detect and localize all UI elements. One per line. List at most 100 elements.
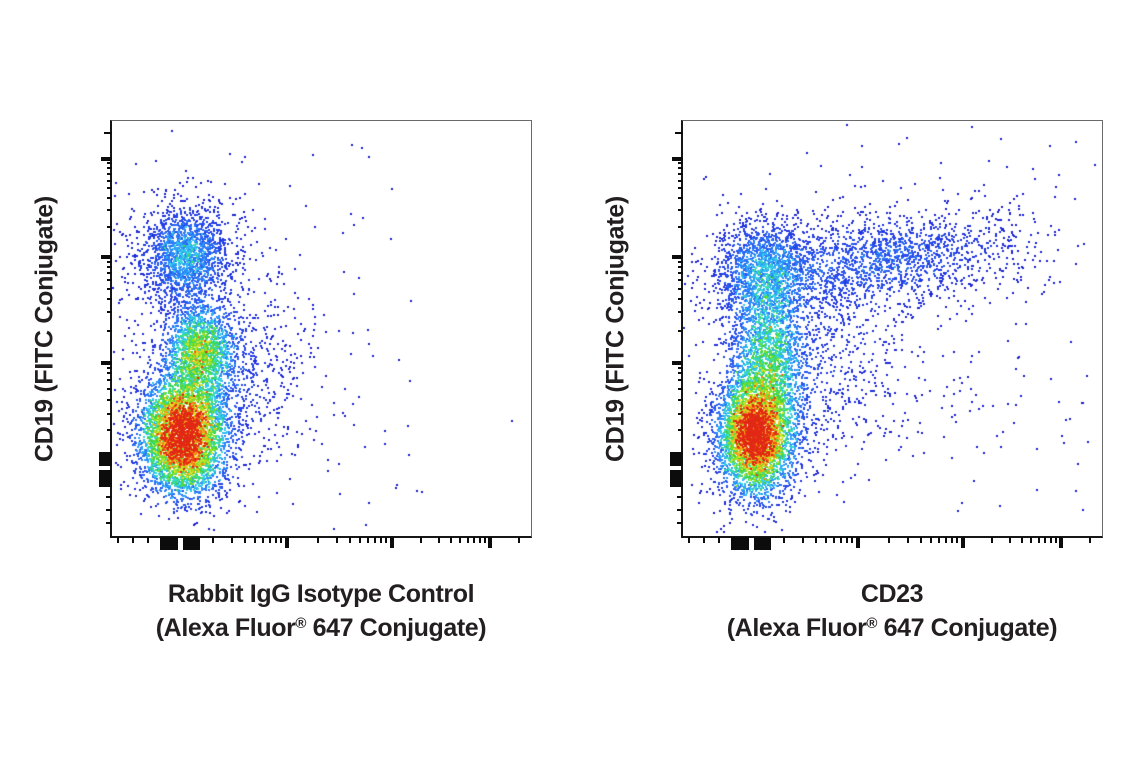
axis-tick <box>731 537 749 550</box>
axis-tick <box>677 413 683 415</box>
axis-tick <box>677 372 683 374</box>
axis-tick <box>677 508 683 512</box>
axis-tick <box>677 180 683 182</box>
axis-tick <box>1021 537 1023 543</box>
axis-tick <box>106 167 112 169</box>
axis-tick <box>677 187 683 189</box>
axis-tick <box>815 537 817 543</box>
axis-tick <box>677 379 683 381</box>
axis-tick <box>920 537 922 543</box>
axis-tick <box>336 537 338 543</box>
axis-tick <box>106 495 112 499</box>
axis-tick <box>106 197 112 199</box>
axis-tick <box>467 537 469 543</box>
axis-tick <box>677 162 683 164</box>
axis-tick <box>846 537 848 543</box>
axis-tick <box>840 537 842 543</box>
x-axis-ticks <box>110 537 532 553</box>
axis-tick <box>856 537 860 548</box>
axis-tick <box>677 272 683 274</box>
axis-tick <box>1050 537 1052 543</box>
axis-tick <box>99 452 112 466</box>
axis-tick <box>183 537 200 550</box>
y-axis-label: CD19 (FITC Conjugate) <box>601 196 630 462</box>
axis-tick <box>101 255 112 259</box>
axis-tick <box>670 470 683 487</box>
axis-tick <box>484 537 486 543</box>
x-axis-title-line1: Rabbit IgG Isotype Control <box>167 580 475 608</box>
axis-tick <box>275 537 277 543</box>
axis-tick <box>677 288 683 290</box>
axis-tick <box>104 131 112 135</box>
axis-tick <box>262 537 264 543</box>
x-axis-title: CD23 (Alexa Fluor® 647 Conjugate) <box>651 577 1133 649</box>
axis-tick <box>106 388 112 390</box>
axis-tick <box>672 255 683 259</box>
axis-tick <box>833 537 835 543</box>
axis-tick <box>106 379 112 381</box>
axis-tick <box>390 537 394 548</box>
axis-tick <box>851 537 853 543</box>
axis-tick <box>106 298 112 300</box>
x-axis-title-line2: (Alexa Fluor® 647 Conjugate) <box>155 614 487 642</box>
axis-tick <box>672 157 683 161</box>
axis-tick <box>106 209 112 211</box>
axis-tick <box>106 272 112 274</box>
axis-tick <box>825 537 827 543</box>
panel-isotype-control: CD19 (FITC Conjugate) Rabbit IgG Isotype… <box>31 120 532 642</box>
axis-tick <box>106 279 112 281</box>
axis-tick <box>385 537 387 543</box>
axis-tick <box>930 537 932 543</box>
axis-tick <box>106 330 112 332</box>
axis-tick <box>212 537 214 543</box>
axis-tick <box>1030 537 1032 543</box>
axis-tick <box>101 157 112 161</box>
axis-tick <box>106 173 112 175</box>
axis-tick <box>677 330 683 332</box>
axis-tick <box>783 537 785 543</box>
x-axis-title-line1: CD23 <box>860 580 924 608</box>
axis-tick <box>677 266 683 268</box>
axis-tick <box>677 388 683 390</box>
axis-tick <box>907 537 909 543</box>
axis-tick <box>254 537 256 543</box>
y-axis-ticks <box>669 120 683 538</box>
axis-tick <box>1044 537 1046 543</box>
axis-tick <box>99 470 112 487</box>
axis-tick <box>106 521 112 525</box>
axis-tick <box>280 537 282 543</box>
axis-tick <box>380 537 382 543</box>
axis-tick <box>488 537 492 548</box>
axis-tick <box>702 537 706 543</box>
axis-tick <box>677 521 683 525</box>
axis-tick <box>675 131 683 135</box>
axis-tick <box>672 361 683 365</box>
axis-tick <box>459 537 461 543</box>
axis-tick <box>420 537 422 543</box>
registered-trademark-symbol: ® <box>866 615 878 632</box>
axis-tick <box>106 266 112 268</box>
axis-tick <box>106 311 112 313</box>
x-axis-ticks <box>681 537 1103 553</box>
axis-tick <box>106 413 112 415</box>
axis-tick <box>677 261 683 263</box>
axis-tick <box>1055 537 1057 543</box>
axis-tick <box>106 261 112 263</box>
axis-tick <box>473 537 475 543</box>
axis-tick <box>106 226 112 228</box>
x-axis-title-line2: (Alexa Fluor® 647 Conjugate) <box>726 614 1058 642</box>
axis-tick <box>116 537 120 543</box>
axis-tick <box>106 162 112 164</box>
axis-tick <box>450 537 452 543</box>
plot-area <box>670 120 1103 550</box>
axis-tick <box>677 279 683 281</box>
scatter-canvas <box>683 121 1102 536</box>
y-axis-ticks <box>98 120 112 538</box>
axis-tick <box>991 537 993 543</box>
axis-tick <box>677 429 683 431</box>
axis-tick <box>106 429 112 431</box>
axis-tick <box>677 173 683 175</box>
axis-tick <box>131 537 135 543</box>
panel-cd23: CD19 (FITC Conjugate) CD23 (Alexa Fluor®… <box>571 0 1141 768</box>
